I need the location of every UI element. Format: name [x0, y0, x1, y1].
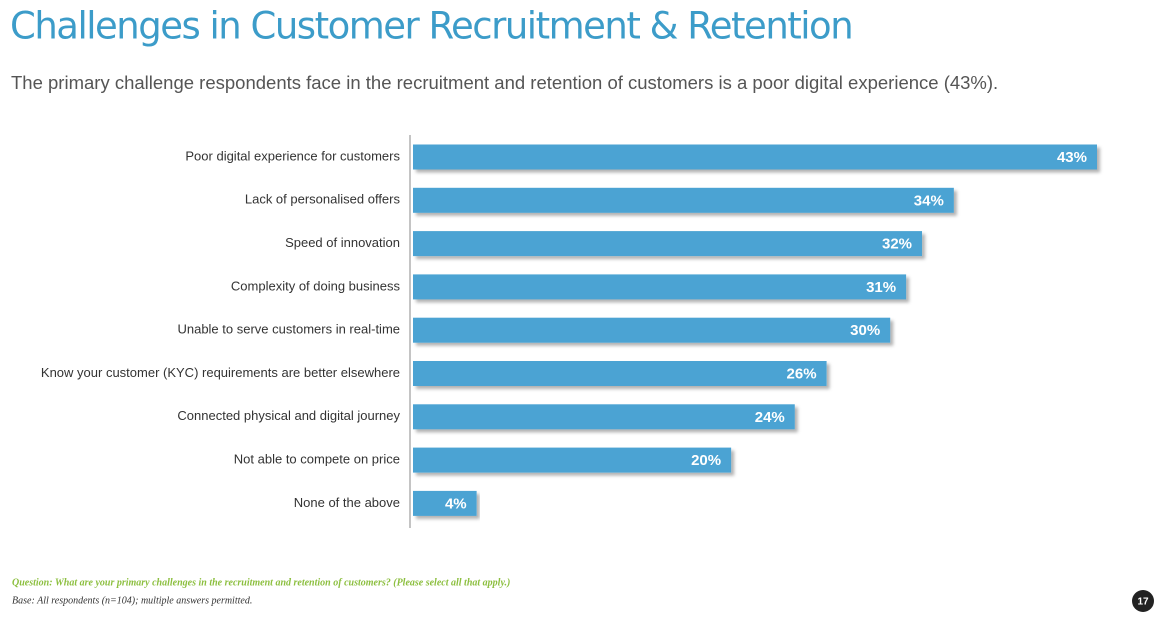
category-label: Connected physical and digital journey	[177, 408, 400, 423]
category-label: None of the above	[294, 495, 400, 510]
category-label: Unable to serve customers in real-time	[177, 322, 400, 337]
bar	[413, 490, 477, 516]
footer-base: Base: All respondents (n=104); multiple …	[12, 595, 252, 606]
bar	[413, 361, 827, 386]
bar	[413, 447, 732, 473]
bar	[413, 231, 923, 257]
category-label: Complexity of doing business	[231, 278, 401, 293]
value-label: 20%	[691, 452, 721, 469]
bar	[413, 144, 1097, 170]
category-label: Know your customer (KYC) requirements ar…	[41, 365, 400, 380]
bar	[413, 317, 891, 343]
value-label: 34%	[914, 192, 944, 209]
bar	[413, 404, 795, 430]
bar	[413, 187, 954, 213]
chart-subtitle: The primary challenge respondents face i…	[11, 72, 998, 93]
page-number: 17	[1137, 597, 1149, 608]
category-label: Not able to compete on price	[234, 452, 400, 467]
category-label: Poor digital experience for customers	[185, 148, 400, 163]
value-label: 30%	[850, 322, 880, 339]
footer-question: Question: What are your primary challeng…	[12, 577, 510, 588]
page-badge	[1132, 590, 1154, 612]
value-label: 4%	[445, 495, 467, 512]
value-label: 43%	[1057, 149, 1087, 166]
value-label: 26%	[787, 365, 817, 382]
category-label: Lack of personalised offers	[245, 192, 401, 207]
bar	[413, 274, 907, 300]
category-label: Speed of innovation	[285, 235, 400, 250]
value-label: 24%	[755, 409, 785, 426]
value-label: 32%	[882, 236, 912, 253]
chart-title: Challenges in Customer Recruitment & Ret…	[10, 5, 852, 48]
value-label: 31%	[866, 279, 896, 296]
